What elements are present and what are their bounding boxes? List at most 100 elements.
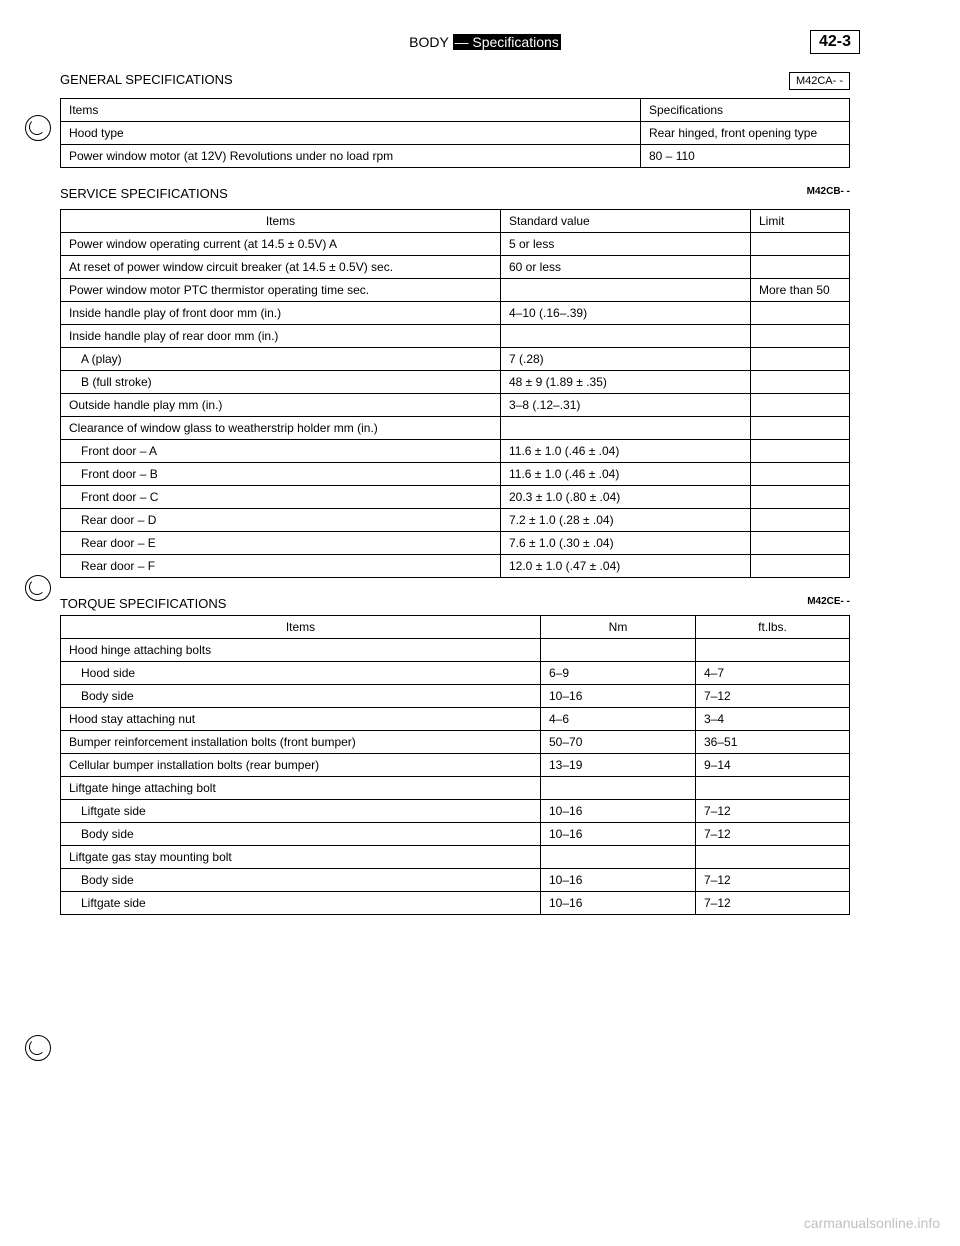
cell: 7–12 [696,892,849,914]
cell: 11.6 ± 1.0 (.46 ± .04) [501,463,751,485]
cell [501,417,751,439]
cell: 10–16 [541,800,696,822]
table-row: Rear door – D7.2 ± 1.0 (.28 ± .04) [61,509,849,532]
cell [696,846,849,868]
cell: 13–19 [541,754,696,776]
table-row: Hood hinge attaching bolts [61,639,849,662]
table-row: Cellular bumper installation bolts (rear… [61,754,849,777]
cell: Rear door – D [61,509,501,531]
table-row: Body side10–167–12 [61,823,849,846]
cell: 3–4 [696,708,849,730]
cell: 10–16 [541,892,696,914]
cell: 60 or less [501,256,751,278]
torque-spec-table: ItemsNmft.lbs.Hood hinge attaching bolts… [60,615,850,915]
cell: Body side [61,869,541,891]
table-row: Body side10–167–12 [61,869,849,892]
table-row: Rear door – F12.0 ± 1.0 (.47 ± .04) [61,555,849,577]
cell: Hood hinge attaching bolts [61,639,541,661]
table-row: Bumper reinforcement installation bolts … [61,731,849,754]
cell: At reset of power window circuit breaker… [61,256,501,278]
cell [751,440,849,462]
cell [501,325,751,347]
cell: 48 ± 9 (1.89 ± .35) [501,371,751,393]
cell [751,463,849,485]
service-spec-header: SERVICE SPECIFICATIONS M42CB- - [0,168,960,205]
service-spec-heading: SERVICE SPECIFICATIONS [60,186,228,201]
cell [751,256,849,278]
table-row: Outside handle play mm (in.)3–8 (.12–.31… [61,394,849,417]
table-row: ItemsSpecifications [61,99,849,122]
cell [541,846,696,868]
decor-circle-3 [25,1035,51,1061]
general-spec-code: M42CA- - [789,72,850,90]
cell: 7.6 ± 1.0 (.30 ± .04) [501,532,751,554]
cell [751,555,849,577]
cell: 4–7 [696,662,849,684]
col-header: Items [61,210,501,232]
general-spec-header: GENERAL SPECIFICATIONS M42CA- - [0,64,960,94]
table-header-row: ItemsStandard valueLimit [61,210,849,233]
cell: 10–16 [541,823,696,845]
cell: 6–9 [541,662,696,684]
table-row: Clearance of window glass to weatherstri… [61,417,849,440]
cell: More than 50 [751,279,849,301]
cell: 7–12 [696,685,849,707]
cell [751,394,849,416]
cell [751,233,849,255]
decor-circle-1 [25,115,51,141]
cell: 12.0 ± 1.0 (.47 ± .04) [501,555,751,577]
general-spec-table: ItemsSpecificationsHood typeRear hinged,… [60,98,850,168]
cell: Items [61,99,641,121]
page-header: BODY — Specifications 42-3 [0,0,960,64]
cell: 3–8 (.12–.31) [501,394,751,416]
cell [541,777,696,799]
table-row: Power window motor (at 12V) Revolutions … [61,145,849,167]
cell [751,417,849,439]
cell: Hood side [61,662,541,684]
table-row: Liftgate hinge attaching bolt [61,777,849,800]
cell: 7.2 ± 1.0 (.28 ± .04) [501,509,751,531]
cell: Front door – A [61,440,501,462]
cell: Hood type [61,122,641,144]
torque-spec-header: TORQUE SPECIFICATIONS M42CE- - [60,596,850,611]
cell [751,371,849,393]
cell: 10–16 [541,685,696,707]
table-row: Liftgate side10–167–12 [61,892,849,914]
cell: Front door – B [61,463,501,485]
cell: B (full stroke) [61,371,501,393]
cell: 7–12 [696,823,849,845]
table-row: Hood typeRear hinged, front opening type [61,122,849,145]
torque-spec-heading: TORQUE SPECIFICATIONS [60,596,226,611]
table-row: Hood side6–94–7 [61,662,849,685]
cell [541,639,696,661]
cell: Rear door – E [61,532,501,554]
cell [751,486,849,508]
header-title: BODY — Specifications [160,34,810,50]
cell: Clearance of window glass to weatherstri… [61,417,501,439]
cell: 36–51 [696,731,849,753]
cell: 4–6 [541,708,696,730]
cell: Outside handle play mm (in.) [61,394,501,416]
table-header-row: ItemsNmft.lbs. [61,616,849,639]
table-row: Power window operating current (at 14.5 … [61,233,849,256]
table-row: Body side10–167–12 [61,685,849,708]
cell: 4–10 (.16–.39) [501,302,751,324]
torque-spec-code: M42CE- - [807,596,850,611]
cell: A (play) [61,348,501,370]
cell: Body side [61,823,541,845]
col-header: Nm [541,616,696,638]
cell: Liftgate hinge attaching bolt [61,777,541,799]
table-row: Inside handle play of rear door mm (in.) [61,325,849,348]
page-number: 42-3 [810,30,860,54]
cell: Power window operating current (at 14.5 … [61,233,501,255]
cell: Hood stay attaching nut [61,708,541,730]
cell [751,509,849,531]
cell [751,348,849,370]
cell: Specifications [641,99,849,121]
title-mid: — Specifications [453,34,561,50]
table-row: Front door – B11.6 ± 1.0 (.46 ± .04) [61,463,849,486]
col-header: Items [61,616,541,638]
title-prefix: BODY [409,34,448,50]
cell: Body side [61,685,541,707]
cell [751,325,849,347]
